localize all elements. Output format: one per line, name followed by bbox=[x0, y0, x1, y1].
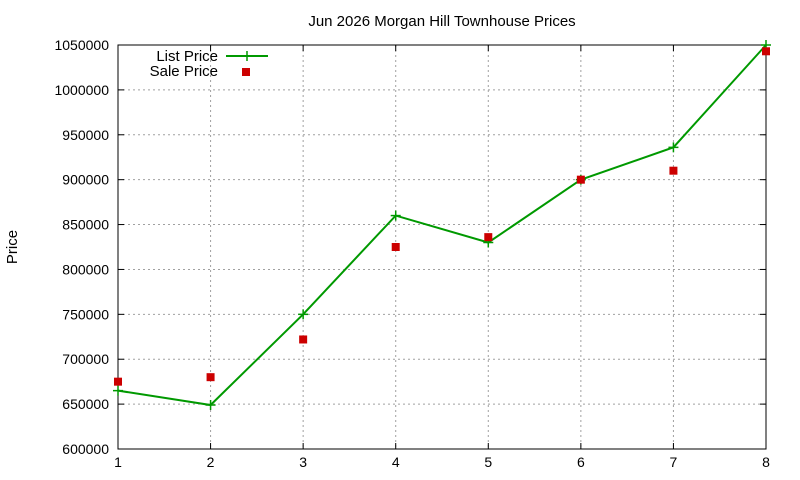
legend: List Price Sale Price bbox=[150, 48, 268, 80]
list-price-point bbox=[390, 210, 401, 221]
legend-label-sale-price: Sale Price bbox=[150, 63, 218, 80]
sale-price-point bbox=[391, 243, 400, 251]
list-price-point bbox=[298, 309, 309, 320]
legend-sample-sale-price-marker bbox=[242, 68, 250, 76]
sale-price-point bbox=[484, 233, 493, 242]
legend-samples bbox=[226, 51, 268, 76]
x-tick-label: 8 bbox=[762, 454, 770, 470]
x-tick-label: 4 bbox=[392, 454, 400, 470]
x-tick-label: 7 bbox=[670, 454, 678, 470]
legend-sample-list-price-marker bbox=[242, 51, 252, 61]
list-price-point bbox=[205, 400, 216, 411]
x-tick-label: 1 bbox=[114, 454, 122, 470]
x-tick-label: 6 bbox=[577, 454, 585, 470]
y-tick-label: 900000 bbox=[62, 172, 109, 188]
grid-lines bbox=[118, 45, 766, 449]
list-price-point bbox=[113, 385, 123, 396]
sale-price-point bbox=[299, 335, 308, 344]
list-price-point bbox=[668, 142, 679, 153]
y-tick-label: 850000 bbox=[62, 217, 109, 233]
x-tick-label: 3 bbox=[299, 454, 307, 470]
y-tick-label: 950000 bbox=[62, 127, 109, 143]
y-tick-label: 1000000 bbox=[54, 82, 109, 98]
plot-border bbox=[117, 44, 767, 450]
x-tick-label: 2 bbox=[207, 454, 215, 470]
x-tick-labels: 1 2 3 4 5 6 7 8 bbox=[114, 454, 770, 470]
series bbox=[113, 40, 771, 411]
sale-price-point bbox=[762, 47, 770, 56]
x-tick-label: 5 bbox=[484, 454, 492, 470]
sale-price-point bbox=[206, 373, 215, 382]
y-tick-labels: 600000 650000 700000 750000 800000 850000 9000… bbox=[54, 37, 109, 457]
y-tick-label: 800000 bbox=[62, 261, 109, 277]
y-tick-label: 650000 bbox=[62, 396, 109, 412]
y-tick-label: 1050000 bbox=[54, 37, 109, 53]
y-axis-label: Price bbox=[4, 230, 21, 264]
tick-marks bbox=[117, 44, 767, 450]
y-tick-label: 600000 bbox=[62, 441, 109, 457]
sale-price-point bbox=[114, 377, 122, 386]
list-price-line bbox=[117, 44, 767, 407]
sale-price-point bbox=[576, 175, 585, 184]
sale-price-point bbox=[669, 166, 678, 175]
y-tick-label: 700000 bbox=[62, 351, 109, 367]
legend-label-list-price: List Price bbox=[156, 48, 218, 65]
chart-title: Jun 2026 Morgan Hill Townhouse Prices bbox=[308, 13, 575, 30]
y-tick-label: 750000 bbox=[62, 306, 109, 322]
